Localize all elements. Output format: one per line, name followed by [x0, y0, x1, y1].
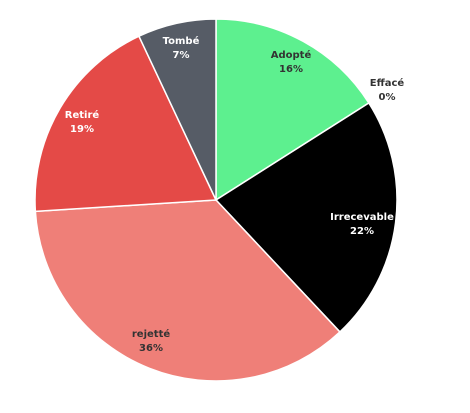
pie-slice-rejette[interactable]	[34, 199, 341, 382]
slice-label-efface: Effacé 0%	[370, 77, 405, 103]
slice-label-adopte: Adopté 16%	[271, 49, 312, 75]
slice-percent-retire: 19%	[70, 124, 94, 135]
pie-slice-irrecevable[interactable]	[215, 102, 398, 333]
slice-name-retire: Retiré	[65, 109, 100, 121]
pie-slices	[34, 18, 398, 382]
pie-slice-retire[interactable]	[34, 35, 217, 213]
slice-name-efface: Effacé	[370, 77, 405, 89]
slice-name-adopte: Adopté	[271, 49, 312, 61]
slice-percent-irrecevable: 22%	[350, 226, 374, 237]
pie-slice-tombe[interactable]	[138, 18, 217, 201]
slice-percent-tombe: 7%	[173, 50, 190, 61]
slice-label-tombe: Tombé 7%	[163, 35, 200, 61]
slice-label-rejette: rejetté 36%	[132, 328, 170, 354]
slice-percent-efface: 0%	[379, 92, 396, 103]
slice-name-irrecevable: Irrecevable	[330, 212, 394, 223]
pie-slice-adopte[interactable]	[215, 18, 370, 201]
slice-label-retire: Retiré 19%	[65, 109, 100, 135]
slice-percent-adopte: 16%	[279, 64, 303, 75]
slice-name-rejette: rejetté	[132, 328, 170, 340]
pie-labels: Adopté 16% Effacé 0% Irrecevable 22% rejetté 36…	[65, 35, 405, 354]
slice-percent-rejette: 36%	[139, 343, 163, 354]
slice-name-tombe: Tombé	[163, 35, 200, 47]
slice-label-irrecevable: Irrecevable 22%	[330, 212, 394, 237]
